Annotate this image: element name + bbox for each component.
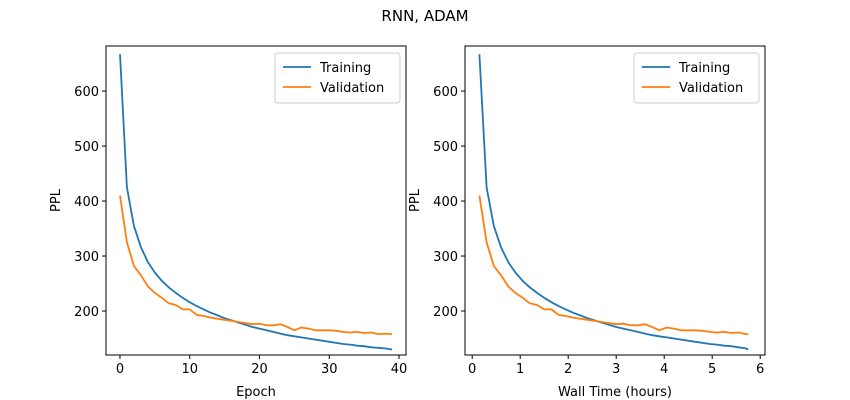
x-axis-label: Wall Time (hours) xyxy=(558,385,672,400)
legend-box xyxy=(274,52,401,104)
x-tick-label: 10 xyxy=(181,362,198,377)
y-tick-label: 400 xyxy=(74,195,99,210)
plot-frame xyxy=(105,45,407,356)
x-tick-label: 20 xyxy=(251,362,268,377)
legend-entry: Training xyxy=(319,61,371,76)
chart-wall-time: 0 1 2 3 4 5 6 200 300 400 500 600 Wall Time (hours) P… xyxy=(408,45,766,400)
legend-entry: Validation xyxy=(320,81,384,96)
y-tick-label: 600 xyxy=(74,85,99,100)
y-tick-label: 600 xyxy=(433,85,458,100)
y-axis-label: PPL xyxy=(408,188,423,212)
series-line-validation xyxy=(119,195,393,336)
y-tick-label: 200 xyxy=(74,305,99,320)
y-tick-label: 500 xyxy=(433,140,458,155)
figure-title: RNN, ADAM xyxy=(381,7,468,25)
legend-box xyxy=(633,52,760,104)
x-tick-label: 6 xyxy=(756,362,764,377)
y-tick-label: 200 xyxy=(433,305,458,320)
plot-frame xyxy=(464,45,766,356)
x-tick-label: 0 xyxy=(116,362,124,377)
x-tick-label: 1 xyxy=(516,362,524,377)
legend: Training Validation xyxy=(633,52,760,104)
x-tick-label: 3 xyxy=(612,362,620,377)
x-axis-label: Epoch xyxy=(236,385,276,400)
series-line-training xyxy=(478,54,749,351)
series-line-training xyxy=(119,54,393,351)
x-tick-label: 5 xyxy=(708,362,716,377)
y-tick-label: 300 xyxy=(433,250,458,265)
y-axis-label: PPL xyxy=(49,188,64,212)
x-tick-label: 4 xyxy=(660,362,668,377)
x-tick-label: 0 xyxy=(468,362,476,377)
legend-entry: Training xyxy=(678,61,730,76)
chart-epoch: 0 10 20 30 40 200 300 400 500 600 Epoch PPL Training… xyxy=(49,45,408,400)
y-tick-label: 500 xyxy=(74,140,99,155)
legend-entry: Validation xyxy=(679,81,743,96)
x-tick-label: 30 xyxy=(321,362,338,377)
y-tick-label: 400 xyxy=(433,195,458,210)
x-tick-label: 40 xyxy=(391,362,408,377)
x-tick-label: 2 xyxy=(564,362,572,377)
series-line-validation xyxy=(478,195,749,336)
legend: Training Validation xyxy=(274,52,401,104)
y-tick-label: 300 xyxy=(74,250,99,265)
